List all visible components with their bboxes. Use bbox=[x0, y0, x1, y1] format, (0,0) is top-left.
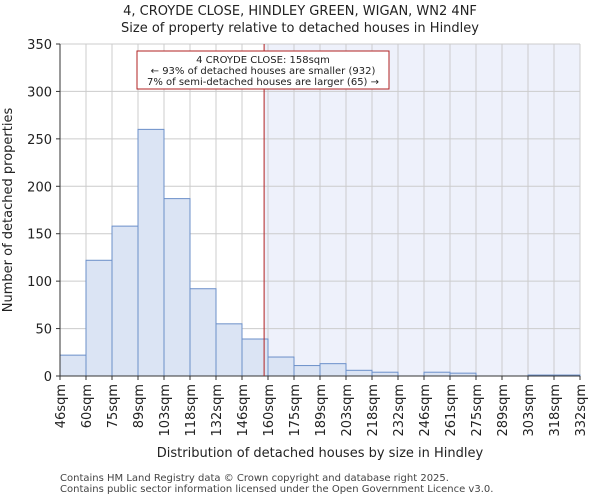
histogram-bar bbox=[345, 369, 373, 377]
y-tick-label: 150 bbox=[27, 228, 52, 243]
x-tick-label: 232sqm bbox=[392, 384, 407, 437]
histogram-bar bbox=[267, 356, 295, 377]
footer-copyright: Contains HM Land Registry data © Crown c… bbox=[60, 473, 449, 484]
histogram-bar bbox=[163, 198, 191, 377]
histogram-bar bbox=[215, 323, 243, 377]
y-tick-label: 300 bbox=[27, 85, 52, 100]
histogram-bar bbox=[423, 371, 451, 377]
y-tick-label: 350 bbox=[27, 38, 52, 53]
x-tick-label: 132sqm bbox=[210, 384, 225, 437]
x-tick-label: 203sqm bbox=[340, 384, 355, 437]
x-tick-label: 118sqm bbox=[184, 384, 199, 437]
annotation-line-3: 7% of semi-detached houses are larger (6… bbox=[147, 77, 379, 88]
x-tick-label: 261sqm bbox=[444, 384, 459, 437]
histogram-bar bbox=[189, 288, 217, 377]
histogram-bar bbox=[59, 354, 87, 377]
y-tick-label: 50 bbox=[35, 323, 52, 338]
chart-subtitle: Size of property relative to detached ho… bbox=[121, 21, 479, 36]
annotation-line-2: ← 93% of detached houses are smaller (93… bbox=[151, 66, 376, 77]
y-tick-label: 250 bbox=[27, 133, 52, 148]
larger-region-shade bbox=[264, 44, 580, 376]
x-tick-label: 60sqm bbox=[80, 384, 95, 428]
x-tick-label: 46sqm bbox=[54, 384, 69, 428]
y-tick-label: 0 bbox=[44, 370, 52, 385]
x-tick-label: 275sqm bbox=[470, 384, 485, 437]
x-axis-label: Distribution of detached houses by size … bbox=[157, 446, 484, 461]
x-tick-label: 218sqm bbox=[366, 384, 381, 437]
histogram-bar bbox=[85, 259, 113, 377]
x-tick-label: 246sqm bbox=[418, 384, 433, 437]
y-axis-label: Number of detached properties bbox=[1, 108, 16, 313]
x-tick-label: 332sqm bbox=[574, 384, 589, 437]
x-tick-label: 146sqm bbox=[236, 384, 251, 437]
x-tick-label: 89sqm bbox=[132, 384, 147, 428]
x-tick-label: 75sqm bbox=[106, 384, 121, 428]
x-tick-label: 303sqm bbox=[522, 384, 537, 437]
chart-title: 4, CROYDE CLOSE, HINDLEY GREEN, WIGAN, W… bbox=[123, 4, 477, 19]
histogram-bar bbox=[293, 365, 321, 377]
annotation-line-1: 4 CROYDE CLOSE: 158sqm bbox=[196, 55, 330, 66]
x-tick-label: 289sqm bbox=[496, 384, 511, 437]
footer-licence: Contains public sector information licen… bbox=[60, 484, 494, 495]
x-tick-label: 189sqm bbox=[314, 384, 329, 437]
x-tick-label: 318sqm bbox=[548, 384, 563, 437]
x-tick-label: 103sqm bbox=[158, 384, 173, 437]
x-tick-label: 175sqm bbox=[288, 384, 303, 437]
y-tick-label: 100 bbox=[27, 275, 52, 290]
annotation-box bbox=[136, 50, 390, 90]
histogram-bar bbox=[371, 371, 399, 377]
histogram-bar bbox=[111, 225, 139, 377]
x-tick-label: 160sqm bbox=[262, 384, 277, 437]
histogram-bar bbox=[319, 363, 347, 377]
y-tick-label: 200 bbox=[27, 180, 52, 195]
histogram-bar bbox=[137, 128, 165, 377]
